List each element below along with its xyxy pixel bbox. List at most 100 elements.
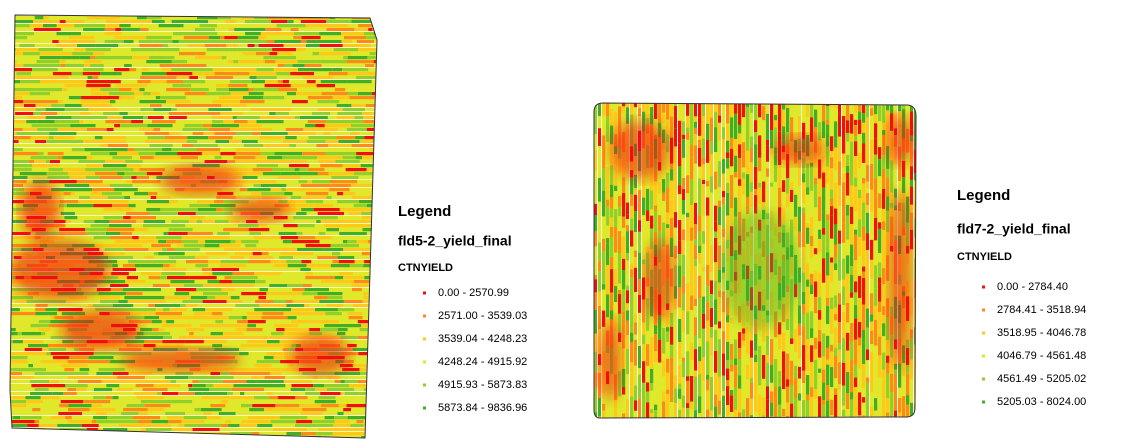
yield-cell <box>86 208 97 211</box>
yield-cell <box>154 260 177 263</box>
yield-cell <box>360 328 373 331</box>
yield-cell <box>618 284 621 290</box>
yield-cell <box>267 36 294 39</box>
yield-cell <box>244 24 253 27</box>
yield-cell <box>8 328 16 331</box>
legend-swatch <box>423 361 426 364</box>
yield-cell <box>348 328 360 331</box>
yield-cell <box>278 436 288 439</box>
yield-cell <box>762 355 765 379</box>
yield-cell <box>248 128 272 131</box>
yield-cell <box>8 144 20 147</box>
yield-cell <box>110 284 129 287</box>
yield-cell <box>894 374 897 393</box>
yield-cell <box>686 132 689 140</box>
yield-cell <box>354 116 363 119</box>
yield-cell <box>95 220 110 223</box>
yield-cell <box>328 192 337 195</box>
yield-cell <box>798 100 801 116</box>
swath-gap <box>8 235 388 236</box>
legend-swatch <box>423 315 426 318</box>
yield-cell <box>171 196 181 199</box>
legend-swatch <box>982 378 985 381</box>
yield-cell <box>139 44 162 47</box>
yield-cell <box>258 140 283 143</box>
yield-cell <box>168 400 192 403</box>
yield-cell <box>374 320 386 323</box>
yield-cell <box>670 327 673 345</box>
yield-cell <box>618 191 621 196</box>
yield-cell <box>65 108 89 111</box>
yield-cell <box>8 168 32 171</box>
yield-cell <box>786 319 789 330</box>
yield-cell <box>846 100 849 120</box>
yield-cell <box>99 424 119 427</box>
yield-cell <box>124 196 130 199</box>
yield-cell <box>602 148 605 168</box>
yield-cell <box>870 212 873 218</box>
yield-cell <box>76 388 87 391</box>
yield-cell <box>718 141 721 162</box>
yield-cell <box>878 176 881 193</box>
yield-cell <box>161 68 171 71</box>
yield-cell <box>141 428 146 431</box>
yield-cell <box>846 142 849 155</box>
yield-cell <box>734 139 737 147</box>
yield-cell <box>31 156 58 159</box>
yield-cell <box>128 36 146 39</box>
yield-cell <box>343 156 356 159</box>
yield-cell <box>315 308 338 311</box>
yield-cell <box>93 24 105 27</box>
yield-cell <box>830 136 833 151</box>
yield-cell <box>182 312 189 315</box>
yield-cell <box>133 280 146 283</box>
yield-cell <box>830 107 833 114</box>
yield-cell <box>119 96 135 99</box>
yield-cell <box>682 362 685 377</box>
yield-cell <box>191 296 207 299</box>
yield-cell <box>40 64 61 67</box>
yield-cell <box>30 336 50 339</box>
yield-cell <box>162 104 176 107</box>
yield-cell <box>373 240 384 243</box>
yield-cell <box>229 220 234 223</box>
yield-cell <box>8 388 35 391</box>
yield-cell <box>8 180 16 183</box>
yield-cell <box>702 244 705 251</box>
yield-cell <box>83 28 104 31</box>
yield-cell <box>862 267 865 272</box>
yield-cell <box>125 248 130 251</box>
yield-cell <box>295 116 300 119</box>
yield-cell <box>280 252 306 255</box>
yield-cell <box>810 345 813 362</box>
yield-cell <box>598 272 601 292</box>
yield-cell <box>85 396 94 399</box>
yield-cell <box>902 177 905 193</box>
yield-cell <box>758 395 761 400</box>
yield-cell <box>239 124 263 127</box>
yield-cell <box>8 44 13 47</box>
yield-cell <box>248 416 263 419</box>
yield-cell <box>35 16 44 19</box>
yield-cell <box>722 354 725 376</box>
yield-cell <box>714 206 717 222</box>
yield-cell <box>678 100 681 106</box>
yield-cell <box>802 383 805 400</box>
yield-cell <box>128 112 143 115</box>
yield-cell <box>362 112 373 115</box>
yield-cell <box>682 247 685 255</box>
yield-cell <box>8 184 23 187</box>
yield-cell <box>356 408 367 411</box>
yield-cell <box>284 64 292 67</box>
yield-cell <box>207 64 219 67</box>
yield-cell <box>131 24 159 27</box>
yield-cell <box>221 104 247 107</box>
yield-cell <box>90 408 116 411</box>
yield-cell <box>674 246 677 259</box>
yield-cell <box>144 340 162 343</box>
yield-cell <box>336 400 359 403</box>
yield-cell <box>167 416 184 419</box>
yield-cell <box>227 92 231 95</box>
yield-cell <box>826 147 829 167</box>
yield-cell <box>360 376 388 379</box>
